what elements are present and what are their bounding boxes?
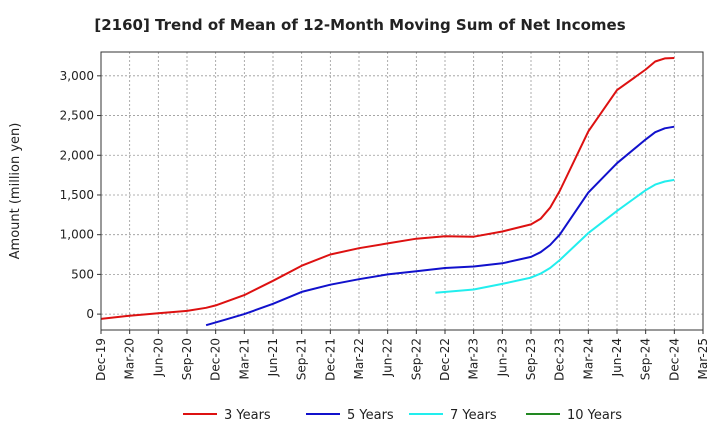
series-line-3-years: [100, 57, 675, 320]
chart-title: [2160] Trend of Mean of 12-Month Moving …: [94, 16, 625, 34]
y-tick-label: 1,000: [60, 228, 94, 242]
series-line-7-years: [435, 178, 675, 294]
x-tick-label: Jun-21: [266, 338, 280, 377]
x-tick-label: Jun-24: [610, 338, 624, 377]
x-tick-label: Sep-20: [180, 338, 194, 380]
x-tick-label: Mar-25: [696, 338, 710, 379]
x-tick-label: Dec-24: [667, 338, 681, 381]
x-axis-ticks: Dec-19 Mar-20 Jun-20 Sep-20 Dec-20 Mar-21 Jun-…: [94, 330, 710, 381]
x-tick-label: Sep-22: [409, 338, 423, 380]
x-tick-label: Dec-20: [209, 338, 223, 381]
x-tick-label: Dec-22: [438, 338, 452, 381]
y-tick-label: 1,500: [60, 188, 94, 202]
x-tick-label: Mar-23: [467, 338, 481, 379]
legend: 3 Years 5 Years 7 Years 10 Years: [183, 408, 622, 423]
series-line-5-years: [205, 125, 675, 327]
x-tick-label: Dec-19: [94, 338, 108, 381]
x-tick-label: Jun-22: [381, 338, 395, 377]
x-tick-label: Jun-23: [495, 338, 509, 377]
y-tick-label: 0: [86, 307, 94, 321]
legend-label: 5 Years: [347, 408, 394, 423]
x-tick-label: Mar-24: [581, 338, 595, 379]
x-tick-label: Jun-20: [151, 338, 165, 377]
series-lines: [100, 57, 675, 327]
legend-label: 10 Years: [567, 408, 622, 423]
x-tick-label: Sep-23: [524, 338, 538, 380]
x-tick-label: Sep-24: [639, 338, 653, 380]
x-tick-label: Sep-21: [295, 338, 309, 380]
y-tick-label: 2,500: [60, 109, 94, 123]
y-tick-label: 500: [71, 267, 94, 281]
legend-label: 7 Years: [450, 408, 497, 423]
plot-area: [100, 51, 704, 331]
x-tick-label: Dec-23: [553, 338, 567, 381]
x-tick-label: Mar-22: [352, 338, 366, 379]
legend-label: 3 Years: [224, 408, 271, 423]
x-tick-label: Mar-21: [237, 338, 251, 379]
x-tick-label: Mar-20: [123, 338, 137, 379]
y-axis-label: Amount (million yen): [8, 123, 23, 260]
grid: [101, 52, 703, 330]
y-axis-ticks: 0 500 1,000 1,500 2,000 2,500 3,000: [60, 69, 101, 321]
y-tick-label: 3,000: [60, 69, 94, 83]
y-tick-label: 2,000: [60, 148, 94, 162]
x-tick-label: Dec-21: [323, 338, 337, 381]
